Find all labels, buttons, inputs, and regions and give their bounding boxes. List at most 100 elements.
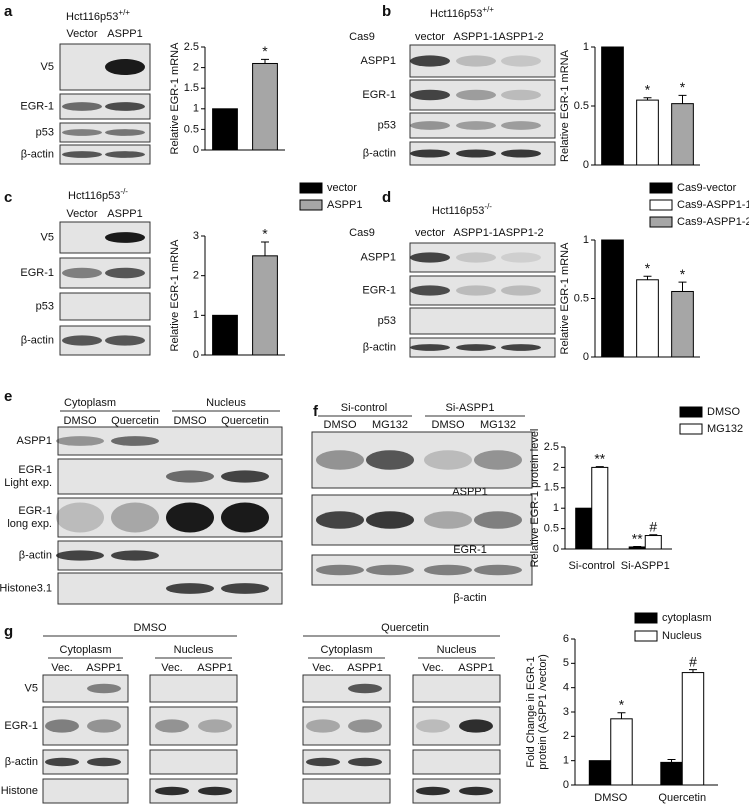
lane-label: ASPP1: [107, 28, 142, 40]
y-tick-label: 2: [563, 730, 569, 742]
y-tick-label: 2.5: [544, 441, 559, 453]
cell-name: Hct116p53: [68, 190, 120, 202]
significance-label: *: [645, 81, 651, 97]
error-bar: [261, 241, 269, 256]
band: [410, 149, 450, 158]
legend-swatch: [634, 630, 658, 642]
row-label: V5: [41, 231, 54, 243]
band: [198, 719, 232, 733]
lane-label: ASPP1: [458, 662, 493, 674]
cell-name: Hct116p53: [432, 205, 484, 217]
y-tick-label: 0: [583, 159, 589, 171]
group-label: Si-ASPP1: [446, 402, 495, 414]
legend-swatch: [649, 182, 673, 194]
band: [45, 757, 79, 767]
legend-label: Cas9-vector: [677, 182, 737, 194]
group-label: Cytoplasm: [64, 397, 116, 409]
legend-swatch: [679, 406, 703, 418]
row-label: V5: [41, 61, 54, 73]
band: [416, 786, 450, 796]
y-tick-label: 0: [553, 543, 559, 555]
band: [501, 121, 541, 130]
y-tick-label: 2: [193, 62, 199, 74]
blot: [412, 674, 501, 703]
significance-label: *: [262, 226, 268, 242]
legend-label: DMSO: [707, 406, 740, 418]
row-label: β-actin: [5, 756, 38, 768]
legend-swatch: [649, 216, 673, 228]
lane-label: Quercetin: [111, 415, 159, 427]
lane-label: Quercetin: [221, 415, 269, 427]
row-label: ASPP1: [361, 251, 396, 263]
y-axis-label: Relative EGR-1 mRNA: [169, 42, 181, 155]
bar: [660, 761, 683, 786]
row-label: V5: [25, 682, 38, 694]
bar: [681, 672, 705, 786]
bar: [671, 290, 694, 358]
band: [45, 719, 79, 733]
error-bar: [261, 58, 269, 64]
bar: [588, 760, 612, 786]
lane-label: Vector: [66, 28, 98, 40]
bar: [671, 103, 694, 166]
band: [221, 502, 269, 533]
band: [456, 285, 496, 296]
cell-name: Hct116p53: [66, 11, 118, 23]
band: [56, 550, 104, 561]
y-axis-label: Relative EGR-1 protein level: [529, 429, 541, 568]
lane-label: DMSO: [64, 415, 97, 427]
lane-label: ASPP1: [347, 662, 382, 674]
row-label: EGR-1: [362, 89, 396, 101]
error-bar: [667, 758, 676, 763]
panel-letter: b: [382, 3, 391, 20]
band: [459, 786, 493, 796]
row-label: Light exp.: [4, 477, 52, 489]
band: [424, 564, 472, 576]
legend-swatch: [634, 612, 658, 624]
row-label: EGR-1: [4, 720, 38, 732]
blot: [149, 674, 238, 703]
lane-label: ASPP1: [86, 662, 121, 674]
y-tick-label: 0: [193, 349, 199, 361]
band: [166, 470, 214, 483]
blot: [57, 426, 283, 456]
y-tick-label: 0.5: [574, 100, 589, 112]
lane-label: ASPP1-1: [453, 227, 498, 239]
legend-label: MG132: [707, 423, 743, 435]
band: [410, 252, 450, 263]
band: [87, 719, 121, 733]
y-axis-label: protein (ASPP1 /vector): [537, 654, 549, 770]
bar: [601, 239, 624, 358]
error-bar: [617, 712, 626, 719]
cell-name: Hct116p53: [430, 8, 482, 20]
band: [87, 757, 121, 767]
blot: [409, 112, 556, 139]
x-tick-label: Si-ASPP1: [621, 560, 670, 572]
band: [501, 55, 541, 67]
band: [105, 335, 145, 346]
lane-label: ASPP1: [197, 662, 232, 674]
band: [501, 149, 541, 158]
row-label: p53: [36, 300, 54, 312]
cell-genotype: -/-: [120, 187, 128, 196]
band: [366, 450, 414, 470]
panel-letter: e: [4, 388, 12, 405]
band: [316, 564, 364, 576]
y-tick-label: 1.5: [184, 82, 199, 94]
band: [424, 511, 472, 529]
band: [410, 285, 450, 296]
row-label: p53: [378, 119, 396, 131]
bar: [610, 718, 633, 786]
y-tick-label: 1.5: [544, 482, 559, 494]
band: [166, 583, 214, 594]
band: [166, 502, 214, 533]
significance-label: #: [649, 518, 657, 534]
x-tick-label: Si-control: [569, 560, 615, 572]
band: [111, 550, 159, 561]
y-tick-label: 6: [563, 633, 569, 645]
blot: [302, 706, 391, 746]
bar: [644, 535, 662, 550]
y-tick-label: 0.5: [184, 123, 199, 135]
band: [474, 511, 522, 529]
construct-label: Cas9: [349, 227, 375, 239]
